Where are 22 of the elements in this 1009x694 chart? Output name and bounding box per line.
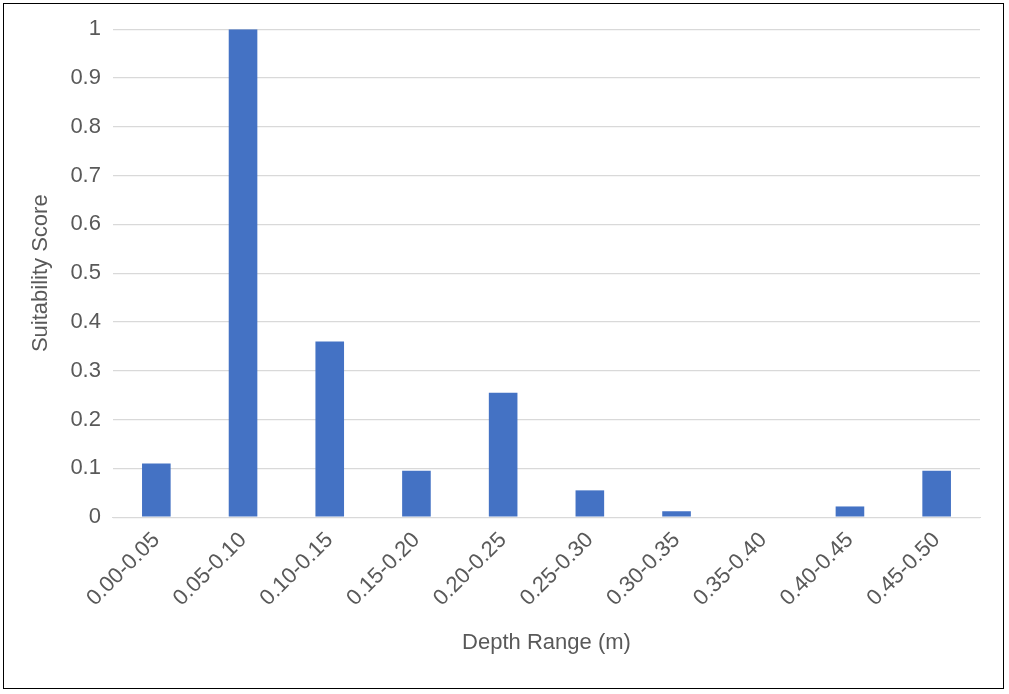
y-tick-label: 0.4: [70, 308, 101, 334]
y-tick-label: 0.2: [70, 405, 101, 431]
bar: [835, 506, 865, 517]
bar: [228, 29, 258, 517]
bar: [142, 463, 171, 517]
y-tick-label: 0.5: [70, 259, 101, 285]
y-tick-label: 0.8: [70, 112, 101, 138]
bar: [402, 470, 431, 517]
bar: [315, 341, 345, 517]
y-tick-label: 0.1: [70, 454, 101, 480]
bar: [922, 470, 951, 517]
y-tick-label: 1: [88, 15, 101, 41]
x-axis-title: Depth Range (m): [462, 628, 631, 654]
bar: [488, 392, 518, 517]
y-tick-label: 0: [88, 503, 101, 529]
bar: [575, 490, 605, 517]
y-tick-label: 0.6: [70, 210, 101, 236]
y-tick-label: 0.7: [70, 161, 101, 187]
bar: [662, 511, 691, 517]
y-axis-title: Suitability Score: [27, 194, 53, 353]
y-tick-label: 0.9: [70, 64, 101, 90]
y-tick-label: 0.3: [70, 356, 101, 382]
